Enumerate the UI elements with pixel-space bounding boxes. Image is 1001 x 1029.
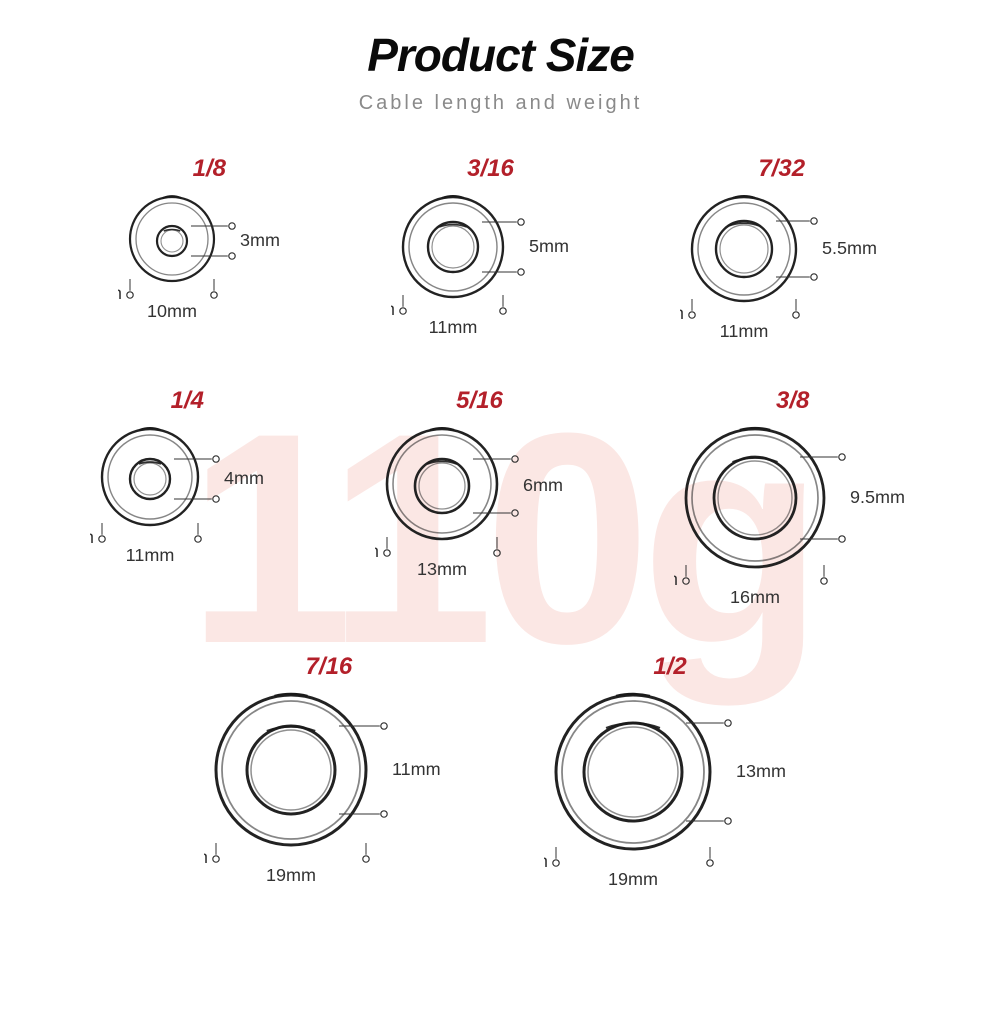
ring-diagram: 11mm 19mm 8mm	[204, 689, 453, 901]
hole-dim-text: 4mm	[224, 468, 264, 488]
size-label: 1/4	[171, 387, 204, 415]
depth-dim-text: 8mm	[544, 851, 548, 871]
hole-dim-text: 5.5mm	[822, 238, 877, 258]
product-cell: 5/16 6mm 13mm 8mm	[375, 387, 584, 623]
hole-dim-text: 13mm	[735, 761, 785, 781]
product-cell: 1/2 13mm 19mm 8mm	[544, 653, 797, 905]
ring-diagram: 13mm 19mm 8mm	[544, 689, 797, 905]
depth-dim-text: 8mm	[90, 527, 94, 547]
size-label: 7/32	[758, 155, 805, 183]
hole-dim-text: 11mm	[392, 759, 441, 779]
product-row: 7/16 11mm 19mm 8mm 1/2	[60, 653, 941, 905]
size-label: 3/8	[776, 387, 809, 415]
product-cell: 1/4 4mm 11mm 8mm	[90, 387, 285, 623]
width-dim-text: 11mm	[720, 321, 769, 341]
ring-diagram: 9.5mm 16mm 8mm	[674, 423, 911, 623]
ring-diagram: 6mm 13mm 8mm	[375, 423, 584, 595]
depth-dim-text: 8mm	[118, 283, 122, 303]
hole-dim-text: 5mm	[529, 236, 569, 256]
depth-dim-text: 8mm	[375, 541, 379, 561]
width-dim-text: 11mm	[429, 317, 478, 337]
size-label: 5/16	[456, 387, 503, 415]
width-dim-text: 16mm	[730, 587, 780, 607]
size-label: 3/16	[467, 155, 514, 183]
ring-diagram: 5.5mm 11mm 8mm	[680, 191, 883, 357]
product-cell: 3/16 5mm 11mm 8mm	[391, 155, 590, 357]
width-dim-text: 19mm	[608, 869, 658, 889]
product-cell: 7/32 5.5mm 11mm 8mm	[680, 155, 883, 357]
depth-dim-text: 8mm	[680, 303, 684, 323]
product-cell: 3/8 9.5mm 16mm 8mm	[674, 387, 911, 623]
ring-diagram: 5mm 11mm 8mm	[391, 191, 590, 353]
page-title: Product Size	[0, 28, 1001, 82]
ring-diagram: 4mm 11mm 8mm	[90, 423, 285, 581]
size-label: 1/8	[193, 155, 226, 183]
depth-dim-text: 8mm	[204, 847, 208, 867]
product-cell: 7/16 11mm 19mm 8mm	[204, 653, 453, 905]
width-dim-text: 10mm	[147, 301, 197, 321]
depth-dim-text: 8mm	[391, 299, 395, 319]
size-label: 1/2	[653, 653, 686, 681]
product-row: 1/8 3mm 10mm 8mm 3/16	[60, 155, 941, 357]
depth-dim-text: 8mm	[674, 569, 678, 589]
size-label: 7/16	[306, 653, 353, 681]
page-subtitle: Cable length and weight	[0, 92, 1001, 115]
hole-dim-text: 9.5mm	[850, 487, 905, 507]
ring-diagram: 3mm 10mm 8mm	[118, 191, 301, 337]
product-cell: 1/8 3mm 10mm 8mm	[118, 155, 301, 357]
hole-dim-text: 3mm	[240, 230, 280, 250]
width-dim-text: 11mm	[125, 545, 174, 565]
width-dim-text: 19mm	[266, 865, 316, 885]
width-dim-text: 13mm	[417, 559, 467, 579]
product-grid: 1/8 3mm 10mm 8mm 3/16	[0, 115, 1001, 905]
product-row: 1/4 4mm 11mm 8mm 5/16	[60, 387, 941, 623]
hole-dim-text: 6mm	[523, 475, 563, 495]
